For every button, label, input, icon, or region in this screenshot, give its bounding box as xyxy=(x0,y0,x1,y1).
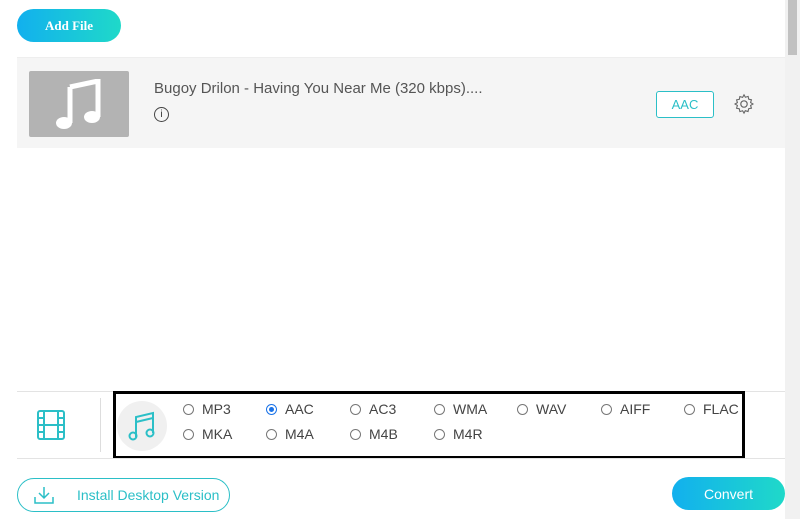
divider xyxy=(17,458,785,459)
format-label: AIFF xyxy=(620,401,651,417)
format-label: M4R xyxy=(453,426,483,442)
file-list-item: Bugoy Drilon - Having You Near Me (320 k… xyxy=(17,57,785,148)
format-option-ac3[interactable]: AC3 xyxy=(350,401,396,417)
format-option-m4r[interactable]: M4R xyxy=(434,426,483,442)
radio-button[interactable] xyxy=(434,428,445,440)
video-film-icon[interactable] xyxy=(36,409,66,441)
divider xyxy=(100,398,101,452)
format-option-m4b[interactable]: M4B xyxy=(350,426,398,442)
format-option-aac[interactable]: AAC xyxy=(266,401,314,417)
scrollbar-thumb[interactable] xyxy=(788,0,797,55)
radio-button[interactable] xyxy=(517,403,528,415)
format-option-wav[interactable]: WAV xyxy=(517,401,566,417)
format-label: WAV xyxy=(536,401,567,417)
format-selection-panel xyxy=(113,391,745,459)
radio-button[interactable] xyxy=(434,403,445,415)
format-label: WMA xyxy=(453,401,488,417)
format-option-flac[interactable]: FLAC xyxy=(684,401,739,417)
download-icon xyxy=(34,487,54,504)
convert-button[interactable]: Convert xyxy=(672,477,785,510)
format-label: M4B xyxy=(369,426,398,442)
add-file-button[interactable]: Add File xyxy=(17,9,121,42)
radio-button[interactable] xyxy=(266,403,277,415)
format-option-m4a[interactable]: M4A xyxy=(266,426,314,442)
info-icon[interactable]: i xyxy=(154,107,169,122)
radio-button[interactable] xyxy=(350,428,361,440)
format-option-mka[interactable]: MKA xyxy=(183,426,232,442)
radio-button[interactable] xyxy=(183,403,194,415)
radio-button[interactable] xyxy=(350,403,361,415)
radio-button[interactable] xyxy=(601,403,612,415)
music-note-icon xyxy=(128,411,155,441)
install-desktop-button[interactable]: Install Desktop Version xyxy=(17,478,230,512)
install-desktop-label: Install Desktop Version xyxy=(77,487,220,503)
audio-tab[interactable] xyxy=(117,401,167,451)
radio-button[interactable] xyxy=(266,428,277,440)
format-label: MP3 xyxy=(202,401,231,417)
output-format-badge[interactable]: AAC xyxy=(656,91,714,118)
radio-button[interactable] xyxy=(183,428,194,440)
format-option-aiff[interactable]: AIFF xyxy=(601,401,650,417)
gear-icon[interactable] xyxy=(733,93,755,115)
format-label: M4A xyxy=(285,426,314,442)
scrollbar[interactable] xyxy=(785,0,800,519)
format-option-mp3[interactable]: MP3 xyxy=(183,401,231,417)
format-label: FLAC xyxy=(703,401,739,417)
music-note-icon xyxy=(56,79,101,129)
radio-button[interactable] xyxy=(684,403,695,415)
file-thumbnail xyxy=(29,71,129,137)
format-option-wma[interactable]: WMA xyxy=(434,401,487,417)
format-label: MKA xyxy=(202,426,233,442)
file-title: Bugoy Drilon - Having You Near Me (320 k… xyxy=(154,80,483,97)
format-label: AC3 xyxy=(369,401,397,417)
format-label: AAC xyxy=(285,401,314,417)
